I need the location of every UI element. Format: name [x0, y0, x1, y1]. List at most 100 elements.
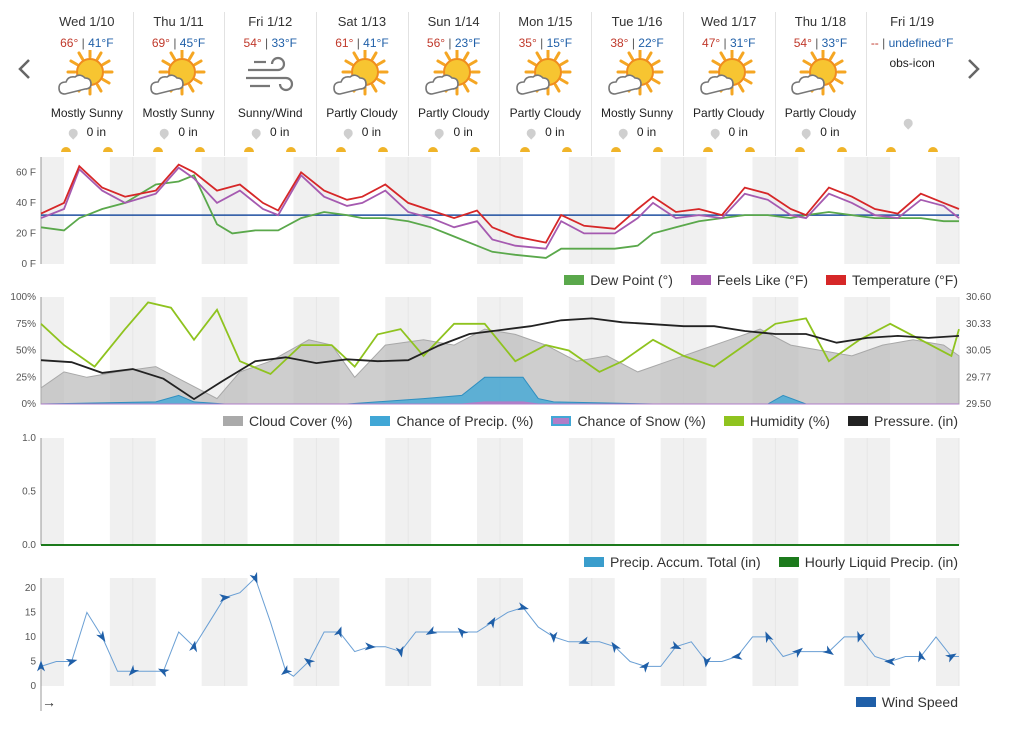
day-temps: 56° | 23°F — [426, 36, 481, 50]
sun-markers — [611, 147, 664, 152]
y-tick-label: 60 F — [16, 167, 36, 178]
y-tick-label: 1.0 — [22, 433, 36, 444]
mostly-sunny-icon — [607, 48, 667, 104]
precip-amount: 0 in — [591, 125, 683, 140]
precip-chance-area[interactable] — [40, 376, 959, 405]
forecast-day[interactable]: Sun 1/14 56° | 23°F Partly Cloudy 0 in — [408, 12, 501, 156]
night-band — [385, 157, 409, 264]
legend-humidity[interactable]: Humidity (%) — [723, 413, 830, 429]
next-arrow-button[interactable] — [962, 52, 986, 86]
forecast-day[interactable]: Wed 1/10 66° | 41°F Mostly Sunny 0 in — [41, 12, 134, 156]
legend-hourly-liquid[interactable]: Hourly Liquid Precip. (in) — [778, 554, 958, 570]
forecast-day[interactable]: Fri 1/12 54° | 33°F Sunny/Wind 0 in — [224, 12, 318, 156]
feels-like-line[interactable] — [40, 166, 960, 250]
precip-amount: 0 in — [224, 125, 316, 140]
wind-arrow-marker — [249, 571, 258, 584]
night-band — [867, 578, 891, 686]
y-tick-label: 20 — [25, 583, 37, 594]
high-temp: 35° — [518, 36, 537, 50]
wind-arrow-marker — [189, 640, 198, 653]
legend-swatch — [847, 416, 868, 426]
wind-arrow-marker — [578, 636, 591, 645]
snow-chance-area[interactable] — [41, 401, 959, 405]
humidity-line[interactable] — [40, 301, 960, 376]
condition-text: Partly Cloudy — [326, 106, 398, 120]
legend-accum[interactable]: Precip. Accum. Total (in) — [584, 554, 761, 570]
forecast-day[interactable]: Thu 1/18 54° | 33°F Partly Cloudy 0 in — [775, 12, 868, 156]
night-band — [752, 578, 776, 686]
forecast-day[interactable]: Sat 1/13 61° | 41°F Partly Cloudy 0 in — [316, 12, 409, 156]
night-band — [844, 438, 868, 545]
high-temp: -- — [870, 36, 879, 50]
day-temps: 69° | 45°F — [151, 36, 206, 50]
wind-legend: Wind Speed — [855, 694, 958, 710]
y2-tick-label: 30.05 — [966, 346, 991, 357]
legend-precip-chance[interactable]: Chance of Precip. (%) — [370, 413, 533, 429]
day-temps: 66° | 41°F — [60, 36, 114, 50]
low-temp: 22°F — [638, 36, 664, 50]
night-band — [752, 438, 776, 545]
wind-arrow-marker — [731, 651, 743, 660]
forecast-day[interactable]: Tue 1/16 38° | 22°F Mostly Sunny 0 in — [591, 12, 684, 156]
legend-swatch — [778, 557, 799, 567]
night-band — [201, 438, 225, 545]
previous-arrow-button[interactable] — [12, 52, 36, 86]
high-temp: 56° — [426, 36, 446, 50]
precip-amount: 0 in — [316, 125, 408, 140]
legend-dew-point[interactable]: Dew Point (°) — [564, 272, 673, 288]
drop-icon — [524, 127, 538, 140]
high-temp: 61° — [335, 36, 354, 50]
forecast-day[interactable]: Mon 1/15 35° | 15°F Partly Cloudy 0 in — [500, 12, 593, 156]
legend-swatch — [223, 416, 243, 426]
day-temps: 61° | 41°F — [335, 36, 389, 50]
night-band — [132, 157, 156, 264]
low-temp: 33°F — [821, 36, 848, 50]
mostly-sunny-icon — [149, 48, 209, 104]
legend-pressure[interactable]: Pressure. (in) — [847, 413, 958, 429]
drop-icon — [249, 127, 263, 140]
y-tick-label: 0 — [30, 681, 36, 692]
forecast-day[interactable]: Wed 1/17 47° | 31°F Partly Cloudy 0 in — [683, 12, 776, 156]
wind-arrow-marker — [158, 668, 170, 678]
legend-swatch — [855, 697, 876, 707]
day-name: Wed 1/17 — [701, 14, 757, 29]
forecast-day[interactable]: Thu 1/11 69° | 45°F Mostly Sunny 0 in — [133, 12, 226, 156]
y-tick-label: 15 — [25, 607, 37, 618]
wind-speed-line[interactable] — [40, 577, 959, 677]
legend-temperature[interactable]: Temperature (°F) — [826, 272, 958, 288]
partly-cloudy-icon — [332, 48, 392, 104]
night-band — [844, 578, 868, 686]
precip-amount: 0 in — [408, 125, 500, 140]
day-name: Wed 1/10 — [59, 14, 115, 29]
legend-feels-like[interactable]: Feels Like (°F) — [690, 272, 808, 288]
day-temps: 38° | 22°F — [610, 36, 664, 50]
drop-icon — [158, 127, 171, 140]
condition-text: Partly Cloudy — [784, 106, 857, 120]
high-temp: 47° — [702, 36, 721, 50]
wind-arrow-marker — [37, 660, 45, 672]
precip-value: 0 in — [636, 125, 657, 139]
forecast-day[interactable]: Fri 1/19 -- | undefined°F obs-icon — [866, 12, 958, 156]
pressure-line[interactable] — [40, 317, 960, 401]
high-temp: 69° — [151, 36, 170, 50]
low-temp: 41°F — [88, 36, 114, 50]
wind-arrow-marker — [128, 664, 140, 676]
legend-cloud-cover[interactable]: Cloud Cover (%) — [223, 413, 352, 429]
legend-snow-chance[interactable]: Chance of Snow (%) — [551, 413, 706, 429]
sun-markers — [794, 147, 847, 152]
legend-label: Chance of Snow (%) — [577, 413, 706, 429]
high-temp: 54° — [243, 36, 262, 50]
night-band — [224, 438, 248, 545]
day-temps: 54° | 33°F — [243, 36, 297, 50]
temperature-line[interactable] — [40, 163, 960, 244]
day-name: Sun 1/14 — [427, 14, 480, 29]
day-temps: -- | undefined°F — [870, 36, 954, 50]
legend-wind-speed[interactable]: Wind Speed — [855, 694, 958, 710]
night-band — [500, 438, 523, 545]
night-band — [775, 157, 799, 264]
y-tick-label: 0.0 — [22, 540, 36, 551]
wind-arrow-marker — [486, 617, 496, 629]
night-band — [224, 578, 248, 686]
low-temp: 15°F — [546, 36, 573, 50]
